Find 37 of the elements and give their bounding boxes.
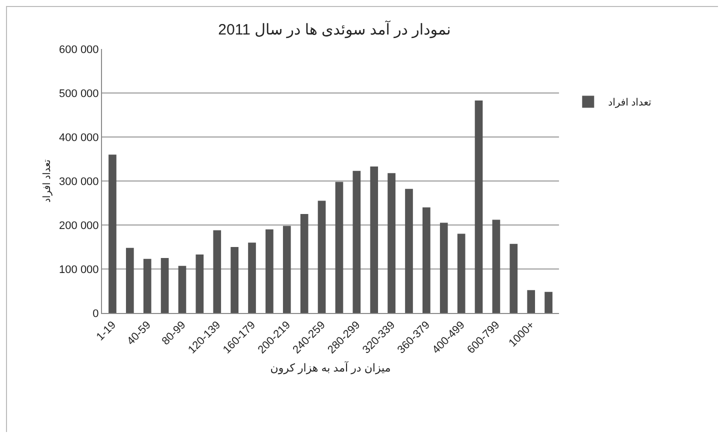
bar (213, 230, 222, 313)
bar (230, 247, 238, 313)
y-axis-title: تعداد افراد (42, 159, 54, 203)
bar (178, 266, 186, 313)
x-axis-title: میزان در آمد به هزار کرون (270, 360, 391, 374)
bar (527, 290, 536, 313)
bar (440, 222, 448, 313)
bar (196, 254, 204, 313)
legend-label: تعداد افراد (608, 98, 652, 109)
chart-title: نمودار در آمد سوئدی ها در سال 2011 (218, 20, 451, 39)
bar (474, 100, 483, 313)
y-tick-label: 400 000 (59, 132, 99, 144)
bar (544, 292, 552, 313)
bar (126, 248, 134, 313)
bar (266, 229, 274, 313)
bar (370, 166, 378, 313)
y-tick-label: 0 (92, 308, 99, 320)
y-tick-label: 500 000 (59, 88, 99, 100)
bar (510, 244, 518, 313)
bar (492, 220, 500, 313)
bar (248, 242, 256, 313)
bar (160, 258, 169, 313)
y-tick-label: 200 000 (59, 220, 99, 232)
bar (108, 154, 116, 313)
bar (388, 173, 396, 313)
bar (335, 182, 344, 313)
bar (143, 258, 152, 313)
y-tick-label: 300 000 (59, 176, 99, 188)
bar (422, 207, 430, 313)
bar (457, 234, 466, 313)
bar (352, 170, 361, 313)
bar (405, 188, 413, 313)
bar (282, 226, 291, 313)
y-tick-label: 100 000 (59, 264, 99, 276)
bar (318, 200, 326, 313)
bar (300, 214, 308, 313)
y-tick-label: 600 000 (59, 44, 99, 56)
